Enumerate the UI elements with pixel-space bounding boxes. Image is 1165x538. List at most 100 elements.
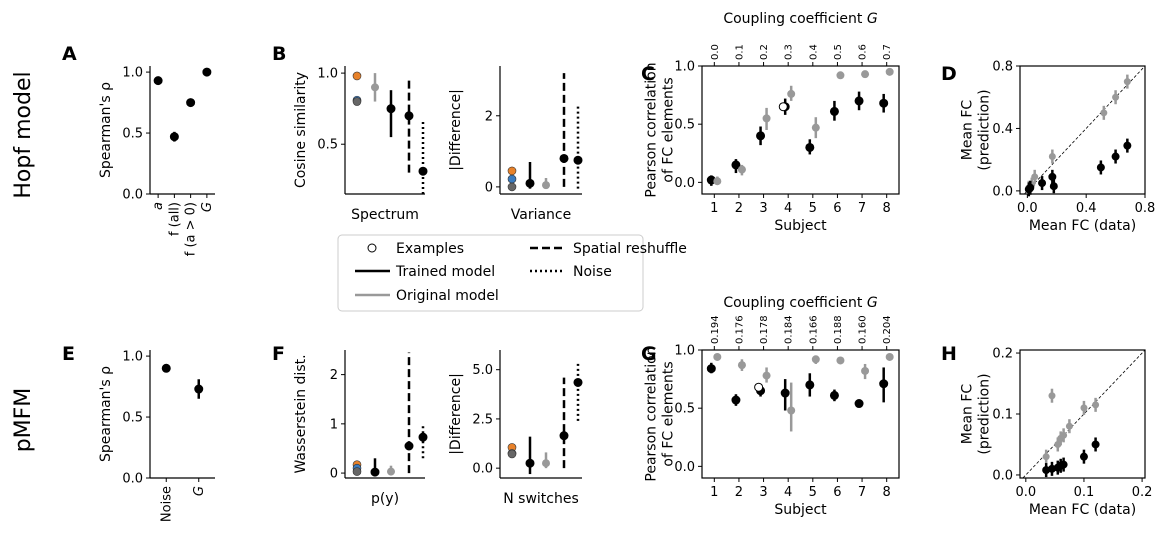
chart-g-point: [762, 371, 771, 380]
chart-a-xtick-label: f (all): [167, 202, 182, 236]
chart-g-point: [780, 388, 790, 398]
chart-h-point: [1048, 392, 1056, 400]
chart-d-ytick-label: 0.0: [992, 184, 1013, 199]
chart-c-point: [787, 89, 796, 98]
chart-c-point: [811, 123, 820, 132]
chart-g-xlabel: Subject: [774, 502, 827, 518]
panel-letter-f: F: [272, 343, 285, 365]
chart-f1-point-trained: [370, 467, 380, 477]
chart-d-xtick-label: 0.4: [1076, 201, 1097, 216]
chart-e-point: [194, 384, 204, 394]
chart-d-point: [1096, 163, 1105, 172]
chart-g-point: [713, 352, 722, 361]
legend-label-trained: Trained model: [395, 264, 495, 280]
chart-a-point: [169, 132, 179, 142]
chart-d-point: [1048, 153, 1056, 161]
chart-d-xlabel: Mean FC (data): [1029, 218, 1136, 234]
chart-c-ylabel: Pearson correlationof FC elements: [644, 62, 677, 197]
chart-f1-ytick-label: 0: [330, 467, 338, 482]
chart-d-point: [1111, 152, 1120, 161]
chart-d-ylabel: Mean FC(prediction): [960, 89, 993, 170]
chart-a-xtick-label: f (a > 0): [184, 202, 199, 256]
chart-b-spectrum: 0.5 1.0 Cosine similarity Spectrum: [293, 66, 428, 223]
chart-c-top-tick-label: 0.4: [808, 44, 819, 60]
chart-b-variance: 0 2 |Difference| Variance: [448, 66, 583, 223]
chart-c-top-tick-label: 0.2: [759, 44, 770, 60]
chart-f2-ytick-label: 2.5: [472, 412, 493, 427]
legend-label-original: Original model: [396, 288, 499, 304]
legend: Examples Trained model Original model Sp…: [337, 234, 687, 312]
chart-h-point: [1065, 422, 1073, 430]
chart-b2-ylabel: |Difference|: [448, 89, 464, 171]
chart-g-top-tick-label: 0.204: [882, 315, 893, 344]
chart-d: 0.0 0.4 0.8 Mean FC(prediction) 0.0 0.4 0.8 Mea…: [960, 60, 1156, 235]
chart-h-ylabel: Mean FC(prediction): [960, 373, 993, 454]
chart-c-point: [861, 70, 870, 79]
chart-c-ytick-label: 0.5: [674, 118, 695, 133]
chart-b2-xlabel: Variance: [511, 207, 571, 223]
chart-b1-example-dot: [352, 71, 362, 81]
chart-b1-ytick-label: 1.0: [317, 67, 338, 82]
chart-h-xtick-label: 0.0: [1015, 485, 1036, 500]
chart-f2-ylabel: |Difference|: [448, 373, 464, 455]
chart-g-top-tick-label: 0.160: [858, 315, 869, 344]
chart-h-point: [1079, 452, 1088, 461]
chart-c-point: [836, 71, 845, 80]
chart-f-switches: 0.0 2.5 5.0 |Difference| N switches: [448, 350, 583, 507]
chart-b2-example-dot: [507, 182, 517, 192]
chart-g-point: [836, 356, 845, 365]
chart-b2-point-noise: [573, 155, 583, 165]
panel-letter-g: G: [641, 343, 657, 365]
chart-b2-point-reshuffle: [559, 153, 569, 163]
chart-a-point: [153, 76, 163, 86]
chart-g-xtick-label: 2: [735, 485, 743, 500]
chart-d-identity-line: [1024, 65, 1146, 195]
chart-b2-example-dot: [507, 174, 517, 184]
chart-c-xtick-label: 3: [759, 201, 767, 216]
chart-d-ytick-label: 0.8: [992, 60, 1013, 75]
chart-g-point: [811, 355, 820, 364]
chart-a-xtick-label: G: [200, 202, 215, 212]
chart-d-point: [1112, 93, 1120, 101]
chart-c-xtick-label: 2: [735, 201, 743, 216]
chart-c-top-tick-label: 0.3: [784, 44, 795, 60]
chart-g-xtick-label: 8: [883, 485, 891, 500]
chart-g-point: [885, 352, 894, 361]
chart-h-point: [1042, 453, 1050, 461]
chart-h-xtick-label: 0.1: [1074, 485, 1095, 500]
chart-c-point: [731, 160, 741, 170]
chart-g-xtick-label: 4: [784, 485, 792, 500]
chart-g-ylabel: Pearson correlationof FC elements: [644, 346, 677, 481]
chart-b2-example-dot: [507, 166, 517, 176]
chart-d-point: [1123, 141, 1132, 150]
panel-letter-d: D: [941, 63, 957, 85]
chart-c-point: [756, 131, 766, 141]
chart-b1-point-trained: [386, 104, 396, 114]
chart-c-point: [854, 96, 864, 106]
panel-letter-b: B: [272, 43, 286, 65]
chart-d-point: [1038, 179, 1047, 188]
chart-c-point: [713, 177, 722, 186]
chart-b1-point-original: [371, 83, 379, 92]
legend-label-examples: Examples: [396, 241, 464, 257]
chart-d-xtick-label: 0.0: [1017, 201, 1038, 216]
chart-h-point: [1059, 460, 1068, 469]
chart-b1-example-dot: [352, 97, 362, 106]
chart-g-ytick-label: 0.5: [674, 402, 695, 417]
chart-a-point: [202, 67, 212, 77]
chart-b1-xlabel: Spectrum: [351, 207, 419, 223]
chart-f2-point-reshuffle: [559, 431, 569, 441]
chart-f2-point-original: [542, 459, 550, 468]
chart-c-axes-frame: [701, 65, 900, 195]
chart-g-top-tick-label: 0.184: [784, 315, 795, 344]
chart-g-ytick-label: 0.0: [674, 460, 695, 475]
chart-a: 0.0 0.5 1.0 Spearman's ρ a f (all) f (a > 0) G: [98, 66, 215, 256]
chart-a-ytick-label: 1.0: [122, 66, 143, 81]
chart-e-xtick-label: Noise: [159, 486, 174, 522]
chart-e-xtick-label: G: [192, 486, 207, 496]
chart-g-point: [829, 390, 839, 400]
chart-c-xtick-label: 6: [833, 201, 841, 216]
chart-d-point: [1048, 172, 1057, 181]
chart-f1-point-original: [387, 467, 395, 476]
